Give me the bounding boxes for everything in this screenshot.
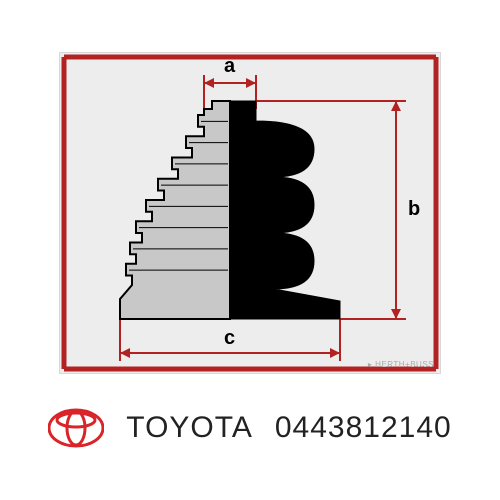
cv-boot-diagram: a b c ▸ HERTH+BUSS	[59, 52, 441, 374]
diagram-watermark: ▸ HERTH+BUSS	[368, 360, 434, 369]
dimension-label-a: a	[224, 55, 235, 78]
toyota-logo-icon	[48, 408, 104, 448]
brand-name: TOYOTA	[126, 411, 253, 445]
dimension-label-c: c	[224, 327, 235, 350]
diagram-svg	[60, 53, 440, 373]
product-card: a b c ▸ HERTH+BUSS TOYOTA 0443812140	[0, 0, 500, 500]
brand-row: TOYOTA 0443812140	[48, 408, 451, 448]
part-number: 0443812140	[275, 411, 452, 445]
dimension-label-b: b	[408, 198, 420, 221]
